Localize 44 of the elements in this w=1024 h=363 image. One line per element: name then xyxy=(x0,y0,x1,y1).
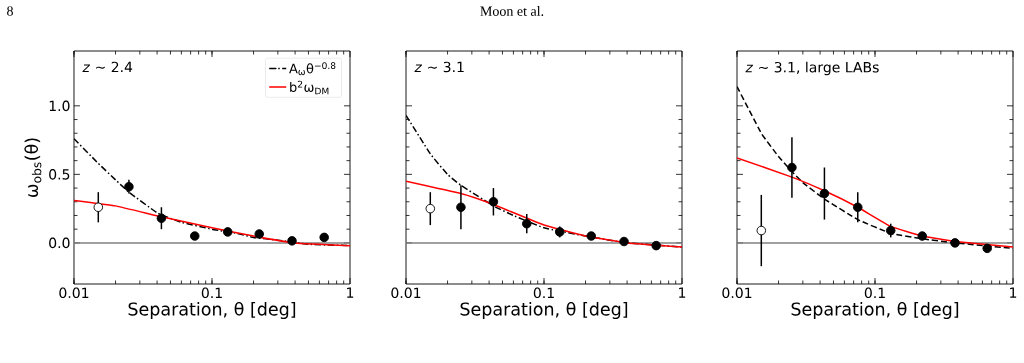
legend-label: b$^{2}$ω$_{DM}$ xyxy=(290,80,329,95)
point xyxy=(853,202,863,212)
point xyxy=(554,227,565,237)
point xyxy=(522,218,532,229)
x-tick-label: 0.01 xyxy=(59,287,89,299)
point xyxy=(819,188,830,199)
point xyxy=(254,229,264,239)
x-tick-label: 0.1 xyxy=(533,287,554,299)
x-tick-label: 0.01 xyxy=(391,287,421,299)
text: z ∼ 3.1 xyxy=(414,61,464,73)
text: z ∼ 2.4 xyxy=(82,61,133,73)
point xyxy=(917,231,928,241)
legend-label: A$_{ω}$θ$^{−0.8}$ xyxy=(289,62,336,76)
point xyxy=(287,236,297,246)
point xyxy=(885,225,896,236)
point xyxy=(319,232,329,243)
point xyxy=(456,202,466,212)
point xyxy=(190,231,200,241)
point xyxy=(586,231,597,241)
x-axis-title: Separation, θ [deg] xyxy=(128,301,296,320)
point xyxy=(787,162,797,173)
point xyxy=(156,213,167,223)
point xyxy=(950,238,960,248)
x-tick-label: 1 xyxy=(347,287,354,298)
point xyxy=(982,243,992,254)
text: z ∼ 3.1, large LABs xyxy=(745,61,879,76)
point xyxy=(651,240,661,251)
x-tick-label: 1 xyxy=(679,287,686,298)
x-tick-label: 0.01 xyxy=(722,287,752,299)
point xyxy=(124,181,134,192)
x-tick-label: 0.1 xyxy=(864,287,885,299)
text: Moon et al. xyxy=(480,6,544,16)
text: 8 xyxy=(7,6,13,16)
y-tick-label: 0.5 xyxy=(49,169,70,180)
x-axis-title: Separation, θ [deg] xyxy=(460,301,628,320)
y-tick-label: 1.0 xyxy=(49,100,70,112)
point xyxy=(619,236,629,247)
y-tick-label: 0.0 xyxy=(49,237,70,249)
x-tick-label: 1 xyxy=(1010,287,1017,298)
x-tick-label: 0.1 xyxy=(201,287,222,299)
x-axis-title: Separation, θ [deg] xyxy=(791,301,959,320)
y-axis-title: ω$_{obs}$(θ) xyxy=(24,138,42,197)
point xyxy=(222,227,233,237)
point xyxy=(488,197,499,207)
